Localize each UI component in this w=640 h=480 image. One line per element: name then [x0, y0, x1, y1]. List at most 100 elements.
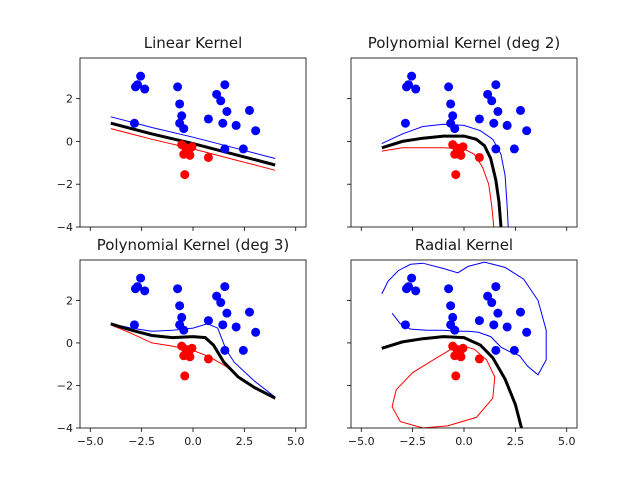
x-tick-label: −2.5 — [128, 435, 155, 448]
data-point-blue — [238, 144, 248, 154]
data-point-blue — [474, 316, 484, 326]
data-point-blue — [483, 291, 493, 301]
data-point-blue — [491, 144, 501, 154]
data-point-blue — [446, 320, 456, 330]
data-point-blue — [411, 84, 421, 94]
y-tick-label: 0 — [66, 337, 73, 350]
data-point-blue — [446, 99, 456, 109]
y-tick-label: 2 — [66, 294, 73, 307]
data-point-blue — [516, 105, 525, 115]
data-point-blue — [407, 71, 417, 81]
data-point-red — [185, 352, 195, 362]
y-tick-label: −2 — [57, 178, 73, 191]
x-tick-label: 5.0 — [287, 435, 305, 448]
data-point-blue — [487, 298, 497, 308]
data-point-blue — [404, 80, 414, 90]
data-point-blue — [448, 312, 458, 322]
data-point-red — [451, 371, 461, 381]
data-point-blue — [231, 120, 241, 130]
subplot-title: Linear Kernel — [144, 34, 243, 52]
data-point-blue — [448, 111, 458, 121]
data-point-blue — [407, 273, 417, 283]
data-point-blue — [222, 106, 232, 116]
subplot-1: Linear Kernel 2 0 −2 −4 — [57, 34, 307, 234]
data-point-blue — [216, 96, 226, 106]
data-point-blue — [140, 286, 150, 296]
data-point-red — [185, 150, 195, 160]
data-point-blue — [404, 282, 414, 292]
data-point-blue — [487, 96, 497, 106]
data-point-blue — [400, 118, 410, 128]
y-tick-label: −4 — [57, 221, 73, 234]
plot-area — [381, 261, 547, 428]
data-point-red — [451, 170, 461, 180]
data-point-red — [474, 152, 484, 162]
data-point-blue — [446, 118, 456, 128]
data-point-blue — [245, 105, 254, 115]
x-tick-label: 2.5 — [507, 435, 525, 448]
decision-boundary-line — [110, 322, 276, 400]
margin-line-red — [391, 345, 496, 428]
subplot-3: Polynomial Kernel (deg 3) −5.0 −2.5 0.0 2.5 5… — [57, 236, 307, 448]
plot-area — [381, 71, 532, 227]
subplot-4: Radial Kernel −5.0 −2.5 0.0 2.5 5.0 — [347, 236, 578, 448]
margin-line-blue — [381, 123, 509, 227]
subplot-title: Polynomial Kernel (deg 3) — [97, 236, 290, 254]
data-point-blue — [222, 308, 232, 318]
data-point-blue — [509, 144, 519, 154]
data-point-blue — [177, 312, 187, 322]
x-tick-label: −2.5 — [399, 435, 426, 448]
y-tick-label: −4 — [57, 422, 73, 435]
x-tick-label: −5.0 — [348, 435, 375, 448]
data-point-blue — [175, 301, 185, 311]
data-point-blue — [203, 114, 213, 124]
plot-area — [110, 71, 276, 180]
data-point-red — [456, 352, 466, 362]
data-point-blue — [238, 345, 248, 355]
data-point-blue — [218, 118, 228, 128]
data-point-blue — [489, 118, 499, 128]
data-point-blue — [133, 80, 143, 90]
data-point-blue — [489, 320, 499, 330]
data-point-blue — [502, 120, 512, 130]
margin-line-blue — [110, 323, 276, 398]
subplot-title: Polynomial Kernel (deg 2) — [368, 34, 561, 52]
data-point-red — [474, 354, 484, 364]
data-point-blue — [245, 307, 254, 317]
data-point-blue — [493, 308, 503, 318]
y-tick-label: −2 — [57, 379, 73, 392]
data-point-red — [180, 371, 190, 381]
data-point-blue — [173, 82, 183, 92]
data-point-blue — [400, 320, 410, 330]
data-point-blue — [133, 282, 143, 292]
data-point-blue — [203, 316, 213, 326]
subplot-title: Radial Kernel — [415, 236, 513, 254]
data-point-blue — [220, 144, 230, 154]
data-point-red — [203, 152, 213, 162]
data-point-blue — [129, 118, 139, 128]
x-tick-label: 0.0 — [184, 435, 202, 448]
data-point-red — [180, 170, 190, 180]
data-point-blue — [231, 322, 241, 332]
x-tick-label: 2.5 — [236, 435, 254, 448]
data-point-blue — [177, 111, 187, 121]
data-point-blue — [444, 82, 454, 92]
data-point-blue — [216, 298, 226, 308]
data-point-blue — [220, 345, 230, 355]
x-tick-label: 0.0 — [455, 435, 473, 448]
data-point-blue — [491, 80, 501, 90]
data-point-red — [456, 150, 466, 160]
data-point-blue — [251, 126, 261, 136]
decision-boundary-line — [381, 134, 503, 227]
data-point-blue — [491, 282, 501, 292]
data-point-blue — [502, 322, 512, 332]
data-point-blue — [129, 320, 139, 330]
data-point-blue — [251, 327, 261, 337]
data-point-blue — [136, 71, 146, 81]
y-tick-label: 2 — [66, 93, 73, 106]
data-point-blue — [522, 126, 532, 136]
plot-area — [110, 273, 276, 400]
data-point-blue — [220, 80, 230, 90]
data-point-blue — [516, 307, 525, 317]
